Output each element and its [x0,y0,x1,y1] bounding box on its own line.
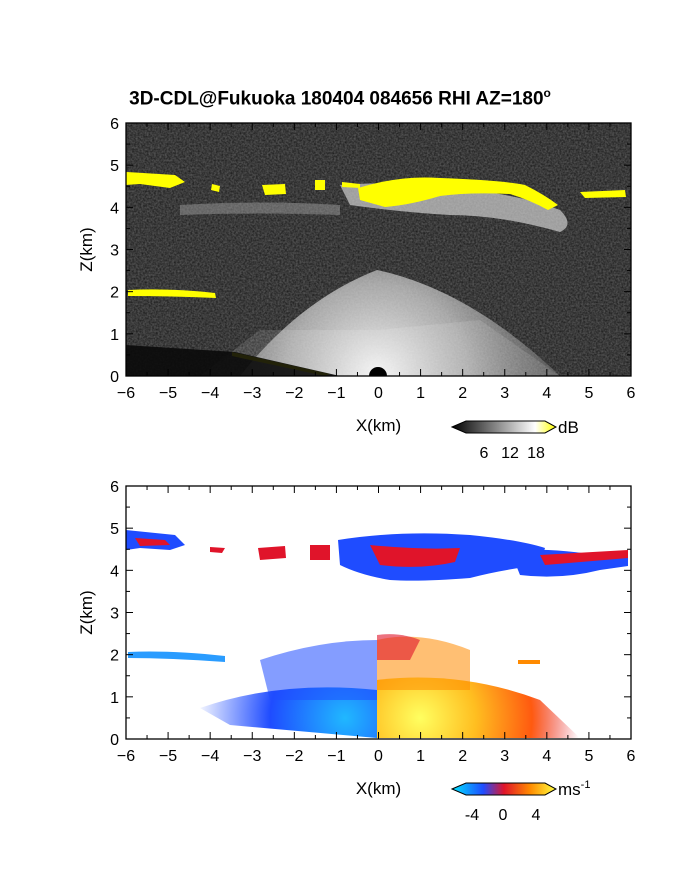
x-axis-label: X(km) [356,416,401,435]
x-tick-label: −1 [327,748,345,765]
x-tick-label: −6 [117,385,135,402]
y-tick-label: 3 [110,606,119,623]
colorbar-unit: dB [558,418,579,437]
velocity-colorbar: ms-1 -4 0 4 [450,779,590,824]
x-tick-label: −2 [285,385,303,402]
y-tick-label: 6 [110,479,119,496]
colorbar-tick: 12 [501,445,519,462]
y-tick-label: 4 [110,563,119,580]
chart-title: 3D-CDL@Fukuoka 180404 084656 RHI AZ=180o [129,86,551,110]
x-tick-label: 2 [458,748,467,765]
colorbar-unit: ms-1 [558,779,590,799]
x-tick-label: −6 [117,748,135,765]
y-axis-label: Z(km) [77,590,96,634]
y-tick-label: 2 [110,648,119,665]
y-tick-label: 4 [110,200,119,217]
x-tick-label: −2 [285,748,303,765]
x-axis-label: X(km) [356,779,401,798]
colorbar-tick: 6 [480,445,489,462]
colorbar-tick: 4 [532,807,541,824]
y-tick-label: 2 [110,285,119,302]
y-tick-label: 5 [110,158,119,175]
velocity-image [126,530,628,738]
x-tick-label: 2 [458,385,467,402]
y-tick-label: 3 [110,243,119,260]
backscatter-colorbar: dB 6 12 18 [450,418,579,462]
x-tick-label: −3 [243,748,261,765]
velocity-panel: −6 −5 −4 −3 −2 −1 0 1 2 3 4 5 6 0 1 2 3 4 5 6 X(km) Z(km) ms-… [77,479,636,824]
y-tick-label: 0 [110,369,119,386]
x-tick-label: 3 [500,748,509,765]
x-tick-label: 4 [542,748,551,765]
x-tick-label: −5 [159,385,177,402]
x-tick-label: 1 [416,748,425,765]
x-tick-label: 0 [374,748,383,765]
y-tick-label: 5 [110,521,119,538]
x-tick-label: −1 [327,385,345,402]
x-tick-label: −4 [201,748,219,765]
backscatter-axes: −6 −5 −4 −3 −2 −1 0 1 2 3 4 5 6 0 1 2 3 4 5 6 X(km) Z(km) [77,116,636,435]
y-tick-label: 1 [110,690,119,707]
x-tick-label: 5 [584,385,593,402]
x-tick-label: −5 [159,748,177,765]
x-tick-label: −3 [243,385,261,402]
x-tick-label: −4 [201,385,219,402]
backscatter-image [126,123,631,376]
colorbar-tick: -4 [465,807,479,824]
velocity-axes: −6 −5 −4 −3 −2 −1 0 1 2 3 4 5 6 0 1 2 3 4 5 6 X(km) Z(km) [77,479,636,798]
y-tick-label: 0 [110,732,119,749]
x-tick-label: 5 [584,748,593,765]
x-tick-label: 6 [627,385,636,402]
colorbar-tick: 0 [499,807,508,824]
colorbar-tick: 18 [527,445,545,462]
x-tick-label: 6 [627,748,636,765]
x-tick-label: 4 [542,385,551,402]
y-axis-label: Z(km) [77,227,96,271]
x-tick-label: 1 [416,385,425,402]
y-tick-label: 1 [110,327,119,344]
x-tick-label: 3 [500,385,509,402]
y-tick-label: 6 [110,116,119,133]
x-tick-label: 0 [374,385,383,402]
